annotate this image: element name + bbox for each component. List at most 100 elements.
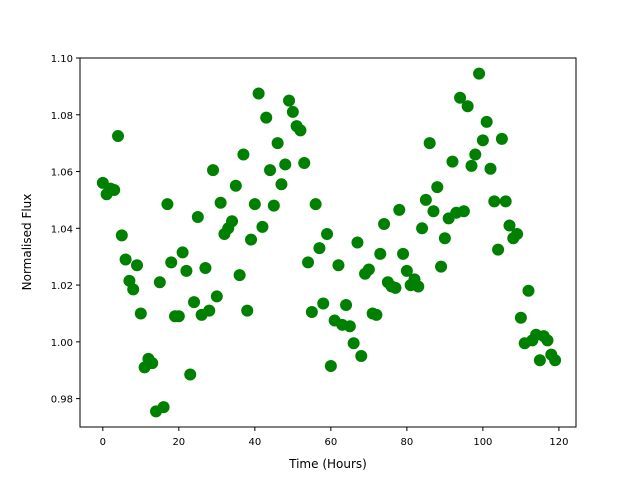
data-point — [210, 290, 223, 303]
data-point — [302, 256, 315, 269]
data-point — [256, 220, 269, 233]
data-point — [252, 87, 265, 100]
data-point — [492, 243, 505, 256]
data-point — [484, 162, 497, 175]
data-point — [370, 308, 383, 321]
data-point — [454, 91, 467, 104]
data-point — [115, 229, 128, 242]
data-point — [180, 264, 193, 277]
data-point — [511, 227, 524, 240]
data-point — [469, 148, 482, 161]
data-point — [305, 306, 318, 319]
data-point — [275, 178, 288, 191]
data-point — [214, 196, 227, 209]
data-point — [514, 311, 527, 324]
x-tick-label: 0 — [100, 437, 106, 448]
data-point — [267, 199, 280, 212]
data-point — [207, 164, 220, 177]
data-point — [431, 181, 444, 194]
data-point — [184, 368, 197, 381]
y-tick-label: 0.98 — [51, 395, 73, 406]
data-point — [324, 359, 337, 372]
data-point — [419, 193, 432, 206]
x-axis: 0 20 40 60 80 100 120 — [100, 427, 568, 448]
x-tick-label: 60 — [324, 437, 337, 448]
data-point — [503, 219, 516, 232]
data-point — [476, 134, 489, 147]
data-point — [389, 281, 402, 294]
data-point — [119, 253, 132, 266]
data-point — [286, 105, 299, 118]
data-point — [378, 218, 391, 231]
data-point — [438, 232, 451, 245]
data-points — [96, 67, 562, 418]
y-tick-label: 1.04 — [51, 224, 73, 235]
data-point — [461, 100, 474, 113]
data-point — [233, 269, 246, 282]
y-tick-label: 1.08 — [51, 111, 73, 122]
data-point — [347, 337, 360, 350]
data-point — [412, 280, 425, 293]
data-point — [260, 111, 273, 124]
data-point — [495, 132, 508, 145]
y-tick-label: 1.10 — [51, 54, 73, 65]
data-point — [499, 195, 512, 208]
data-point — [127, 283, 140, 296]
data-point — [416, 222, 429, 235]
data-point — [457, 205, 470, 218]
data-point — [279, 158, 292, 171]
data-point — [541, 334, 554, 347]
data-point — [435, 260, 448, 273]
data-point — [199, 262, 212, 275]
data-point — [161, 198, 174, 211]
data-point — [248, 198, 261, 211]
data-point — [549, 354, 562, 367]
data-point — [309, 198, 322, 211]
data-point — [340, 298, 353, 311]
data-point — [176, 246, 189, 259]
x-tick-label: 120 — [549, 437, 568, 448]
data-point — [298, 157, 311, 170]
data-point — [271, 137, 284, 150]
x-tick-label: 100 — [473, 437, 492, 448]
data-point — [294, 124, 307, 137]
data-point — [313, 242, 326, 255]
data-point — [191, 210, 204, 223]
x-tick-label: 40 — [248, 437, 261, 448]
data-point — [351, 236, 364, 249]
x-axis-label: Time (Hours) — [288, 457, 367, 471]
data-point — [321, 227, 334, 240]
data-point — [522, 284, 535, 297]
data-point — [203, 304, 216, 317]
data-point — [423, 137, 436, 150]
data-point — [362, 263, 375, 276]
data-point — [165, 256, 178, 269]
data-point — [264, 164, 277, 177]
data-point — [226, 215, 239, 228]
x-tick-label: 20 — [172, 437, 185, 448]
data-point — [134, 307, 147, 320]
data-point — [374, 247, 387, 260]
data-point — [112, 130, 125, 143]
data-point — [172, 310, 185, 323]
data-point — [153, 276, 166, 289]
data-point — [473, 67, 486, 80]
data-point — [465, 159, 478, 172]
y-axis-label: Normalised Flux — [20, 194, 34, 291]
data-point — [332, 259, 345, 272]
data-point — [108, 183, 121, 196]
data-point — [131, 259, 144, 272]
data-point — [397, 247, 410, 260]
data-point — [241, 304, 254, 317]
data-point — [488, 195, 501, 208]
data-point — [283, 94, 296, 107]
data-point — [446, 155, 459, 168]
data-point — [229, 179, 242, 192]
data-point — [245, 233, 258, 246]
y-axis: 0.98 1.00 1.02 1.04 1.06 1.08 1.10 — [51, 54, 80, 406]
data-point — [355, 350, 368, 363]
data-point — [188, 296, 201, 309]
y-tick-label: 1.02 — [51, 281, 73, 292]
data-point — [237, 148, 250, 161]
